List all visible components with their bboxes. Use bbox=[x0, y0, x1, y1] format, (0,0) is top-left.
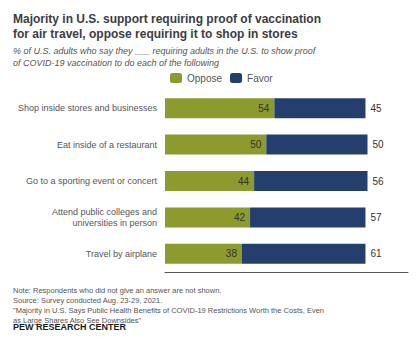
svg-text:Shop inside stores and busines: Shop inside stores and businesses bbox=[18, 103, 158, 113]
svg-text:Source: Survey conducted Aug.: Source: Survey conducted Aug. 23-29, 202… bbox=[13, 296, 162, 305]
svg-text:universities in person: universities in person bbox=[72, 218, 157, 228]
svg-text:Travel by airplane: Travel by airplane bbox=[86, 249, 157, 259]
svg-text:45: 45 bbox=[370, 103, 382, 114]
svg-text:61: 61 bbox=[370, 248, 382, 259]
svg-text:for air travel, oppose requiri: for air travel, oppose requiring it to s… bbox=[13, 27, 298, 41]
svg-text:Attend public colleges and: Attend public colleges and bbox=[52, 207, 157, 217]
svg-text:38: 38 bbox=[226, 248, 238, 259]
svg-text:50: 50 bbox=[250, 139, 262, 150]
svg-text:"Majority in U.S. Says Public: "Majority in U.S. Says Public Health Ben… bbox=[13, 306, 324, 315]
svg-text:54: 54 bbox=[258, 103, 270, 114]
svg-text:50: 50 bbox=[373, 139, 385, 150]
svg-text:57: 57 bbox=[370, 212, 382, 223]
svg-text:% of U.S. adults who say they: % of U.S. adults who say they ___ requir… bbox=[13, 46, 317, 56]
svg-text:Majority in U.S. support requi: Majority in U.S. support requiring proof… bbox=[13, 12, 321, 26]
svg-text:Note: Respondents who did not: Note: Respondents who did not give an an… bbox=[13, 286, 221, 295]
svg-text:42: 42 bbox=[234, 212, 246, 223]
svg-text:Favor: Favor bbox=[247, 73, 273, 84]
svg-text:PEW RESEARCH CENTER: PEW RESEARCH CENTER bbox=[13, 322, 127, 332]
svg-text:of COVID-19 vaccination to do: of COVID-19 vaccination to do each of th… bbox=[13, 58, 219, 68]
svg-text:56: 56 bbox=[373, 176, 385, 187]
svg-text:as Large Shares Also See Downs: as Large Shares Also See Downsides" bbox=[13, 315, 142, 325]
svg-text:Eat inside of a restaurant: Eat inside of a restaurant bbox=[57, 140, 158, 150]
svg-text:44: 44 bbox=[238, 176, 250, 187]
svg-text:Oppose: Oppose bbox=[187, 73, 222, 84]
svg-text:Go to a sporting event or conc: Go to a sporting event or concert bbox=[26, 176, 158, 186]
